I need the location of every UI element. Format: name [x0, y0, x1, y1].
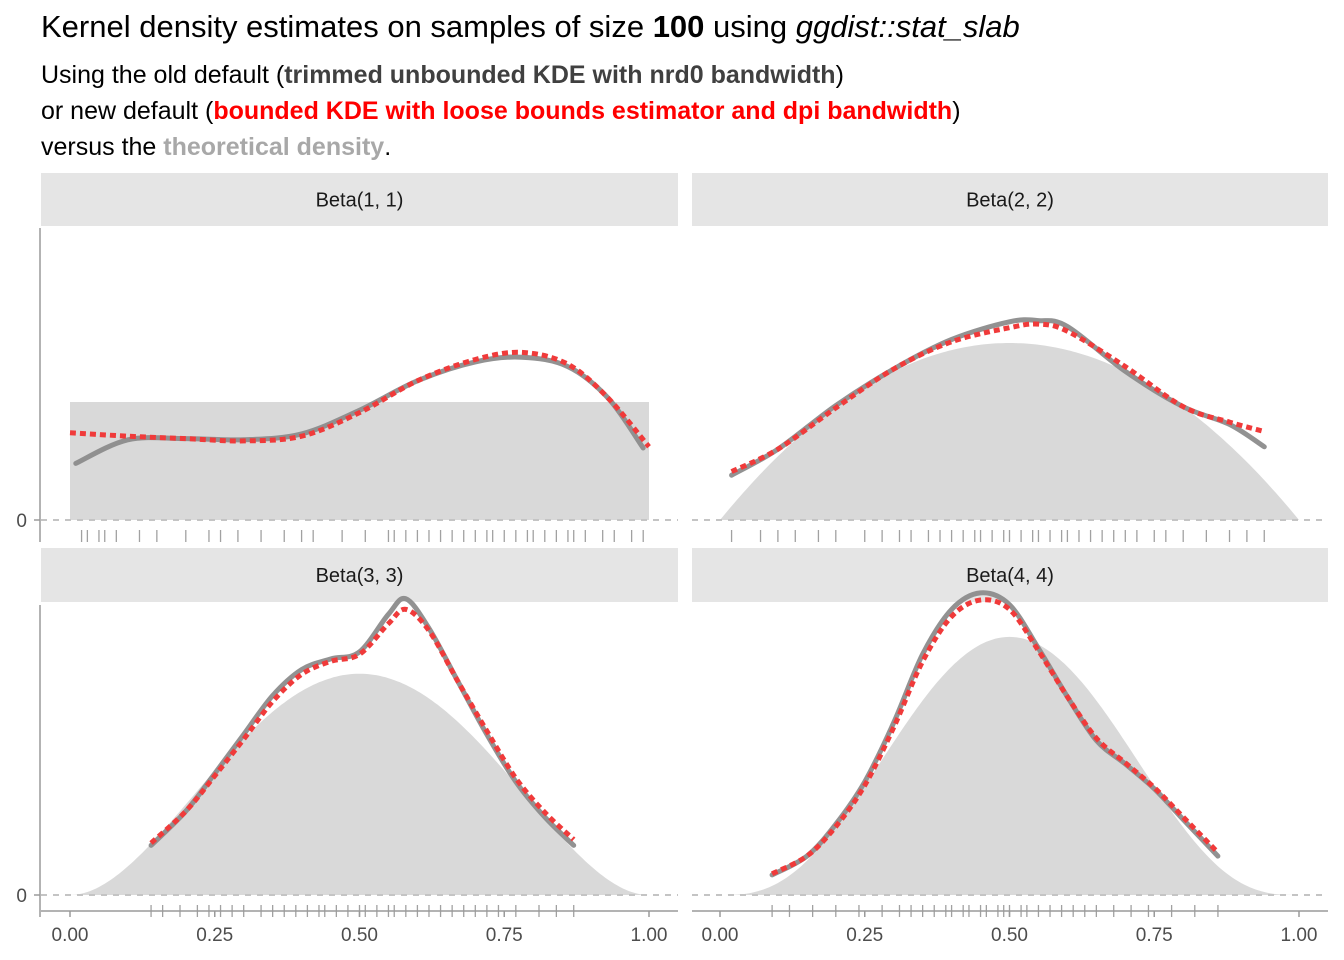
theoretical-density-area [70, 402, 649, 520]
x-tick-label: 0.50 [991, 925, 1028, 946]
facet-strip [41, 548, 678, 602]
title-sample-size: 100 [652, 9, 705, 44]
theoretical-density-area [70, 673, 649, 895]
x-tick-label: 0.00 [702, 925, 739, 946]
subtitle-text: versus the [41, 133, 164, 161]
new-default-kde-line [730, 321, 1265, 474]
y-tick-label: 0 [16, 886, 27, 907]
x-tick-label: 0.75 [1136, 925, 1173, 946]
theoretical-density-area [720, 343, 1299, 520]
legend-key-new-default: bounded KDE with loose bounds estimator … [213, 97, 953, 125]
facet-panel: Beta(4, 4) [692, 548, 1328, 917]
legend-key-theoretical: theoretical density [163, 133, 385, 161]
x-tick-label: 0.00 [52, 925, 89, 946]
facet-strip-label: Beta(1, 1) [316, 190, 404, 212]
facet-panel: Beta(3, 3) [41, 548, 678, 917]
facet-panel: Beta(2, 2) [692, 173, 1328, 542]
title-text: Kernel density estimates on samples of s… [41, 9, 653, 44]
x-tick-label: 0.50 [341, 925, 378, 946]
subtitle-text: ) [952, 97, 961, 125]
old-default-kde-line [769, 590, 1221, 878]
subtitle-line-theoretical: versus the theoretical density. [41, 129, 961, 165]
subtitle-text: ) [835, 61, 844, 89]
facet-strip-label: Beta(3, 3) [316, 565, 404, 587]
title-text-using: using [704, 9, 796, 44]
new-default-kde-line [69, 349, 651, 449]
y-tick-label: 0 [16, 511, 27, 532]
subtitle-text: . [384, 133, 392, 161]
x-tick-label: 1.00 [1281, 925, 1318, 946]
x-tick-label: 0.25 [196, 925, 233, 946]
facet-panel: Beta(1, 1) [41, 173, 678, 542]
facet-strip [692, 173, 1328, 226]
facet-strip [41, 173, 678, 226]
new-default-kde-line [149, 606, 576, 845]
chart-subtitle: Using the old default (trimmed unbounded… [41, 57, 961, 165]
facet-strip-label: Beta(2, 2) [966, 190, 1054, 212]
subtitle-text: Using the old default ( [41, 61, 285, 89]
title-function-name: ggdist::stat_slab [795, 9, 1020, 44]
x-tick-label: 0.75 [486, 925, 523, 946]
facet-strip [692, 548, 1328, 602]
subtitle-line-new-default: or new default (bounded KDE with loose b… [41, 93, 961, 129]
legend-key-old-default: trimmed unbounded KDE with nrd0 bandwidt… [284, 61, 836, 89]
facet-strip-label: Beta(4, 4) [966, 565, 1054, 587]
subtitle-text: or new default ( [41, 97, 214, 125]
chart-title: Kernel density estimates on samples of s… [41, 8, 1020, 46]
theoretical-density-area [720, 636, 1299, 895]
x-tick-label: 0.25 [846, 925, 883, 946]
subtitle-line-old-default: Using the old default (trimmed unbounded… [41, 57, 961, 93]
x-tick-label: 1.00 [631, 925, 668, 946]
